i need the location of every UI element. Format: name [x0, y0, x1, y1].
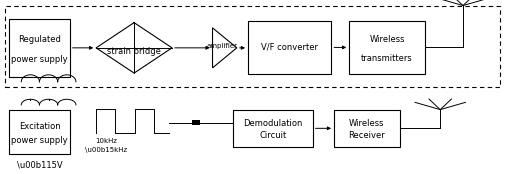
- Text: \u00b15kHz: \u00b15kHz: [84, 147, 127, 153]
- Text: \u00b115V: \u00b115V: [17, 161, 62, 170]
- Text: Circuit: Circuit: [259, 131, 286, 140]
- Bar: [5, 6, 499, 87]
- Text: 10kHz: 10kHz: [94, 138, 117, 144]
- Text: transmitters: transmitters: [361, 54, 412, 62]
- Bar: [247, 21, 331, 74]
- Bar: [9, 110, 70, 154]
- Text: amplifier: amplifier: [206, 43, 237, 49]
- Text: Excitation: Excitation: [19, 122, 60, 131]
- Text: power supply: power supply: [11, 55, 68, 64]
- Text: Wireless: Wireless: [348, 119, 384, 128]
- Text: Receiver: Receiver: [348, 131, 384, 140]
- Bar: [232, 110, 312, 147]
- Bar: [9, 19, 70, 77]
- Text: Regulated: Regulated: [18, 35, 61, 44]
- Text: Wireless: Wireless: [369, 35, 404, 45]
- Bar: [333, 110, 399, 147]
- Text: Demodulation: Demodulation: [242, 119, 302, 128]
- Text: power supply: power supply: [11, 136, 68, 145]
- Bar: [192, 120, 199, 125]
- Text: V/F converter: V/F converter: [261, 43, 318, 52]
- Text: strain bridge: strain bridge: [107, 47, 161, 56]
- Bar: [348, 21, 424, 74]
